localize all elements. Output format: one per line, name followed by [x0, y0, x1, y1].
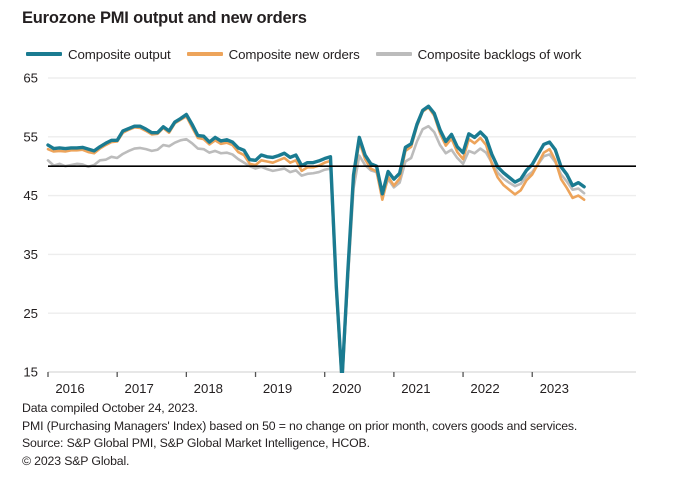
svg-text:65: 65: [23, 71, 38, 86]
legend-item-composite-backlogs-of-work: Composite backlogs of work: [375, 46, 582, 62]
svg-text:45: 45: [23, 188, 38, 203]
svg-text:2020: 2020: [332, 381, 361, 396]
line-swatch-icon: [375, 52, 412, 56]
legend-label: Composite backlogs of work: [417, 46, 582, 62]
svg-text:2023: 2023: [540, 381, 569, 396]
svg-text:2016: 2016: [55, 381, 84, 396]
chart-legend: Composite output Composite new orders Co…: [26, 44, 597, 64]
line-swatch-icon: [26, 52, 62, 56]
footnote-definition: PMI (Purchasing Managers' Index) based o…: [22, 418, 578, 433]
chart-y-axis-labels: 15 25 35 45 55 65: [23, 71, 38, 380]
legend-label: Composite output: [68, 46, 171, 62]
footnote-data-compiled: Data compiled October 24, 2023.: [22, 401, 198, 415]
svg-text:2017: 2017: [125, 381, 154, 396]
svg-text:2022: 2022: [470, 381, 499, 396]
svg-text:2021: 2021: [401, 381, 430, 396]
chart-series-lines: [46, 104, 586, 373]
svg-text:55: 55: [23, 129, 38, 144]
footnote-copyright: © 2023 S&P Global.: [22, 453, 130, 468]
legend-item-composite-output: Composite output: [26, 47, 171, 62]
svg-text:35: 35: [23, 247, 38, 262]
chart-x-axis-ticks: [47, 372, 533, 377]
legend-label: Composite new orders: [228, 46, 360, 62]
chart-x-axis-labels: 2016 2017 2018 2019 2020 2021 2022 2023: [55, 381, 569, 396]
chart-footnotes: Data compiled October 24, 2023. PMI (Pur…: [22, 400, 682, 470]
footnote-source: Source: S&P Global PMI, S&P Global Marke…: [22, 436, 370, 451]
svg-text:2018: 2018: [194, 381, 223, 396]
svg-text:25: 25: [23, 306, 38, 321]
chart-svg: 15 25 35 45 55 65 2016 2017 2018 2019 2020 2021 202…: [23, 71, 636, 396]
chart-plot-area: 15 25 35 45 55 65 2016 2017 2018 2019 2020 2021 202…: [0, 66, 696, 396]
page-title: Eurozone PMI output and new orders: [22, 9, 307, 27]
line-swatch-icon: [186, 52, 223, 56]
svg-text:2019: 2019: [263, 381, 292, 396]
chart-gridlines: [48, 77, 636, 373]
svg-text:15: 15: [23, 365, 38, 380]
legend-item-composite-new-orders: Composite new orders: [186, 46, 360, 62]
